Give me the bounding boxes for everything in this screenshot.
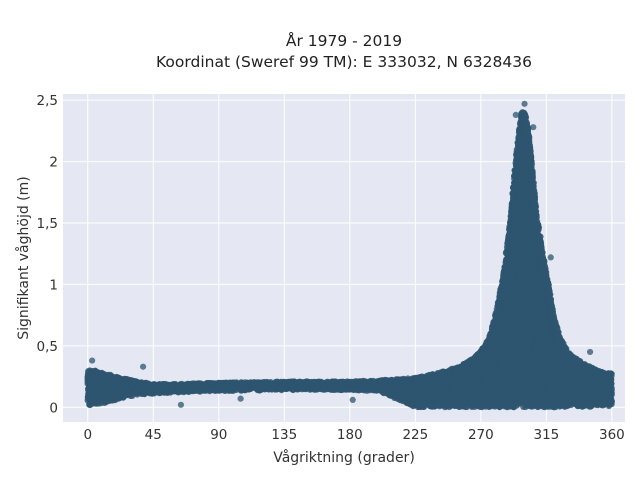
data-points xyxy=(84,100,615,411)
chart-subtitle: Koordinat (Sweref 99 TM): E 333032, N 63… xyxy=(156,53,532,71)
chart-title: År 1979 - 2019 xyxy=(286,31,402,50)
